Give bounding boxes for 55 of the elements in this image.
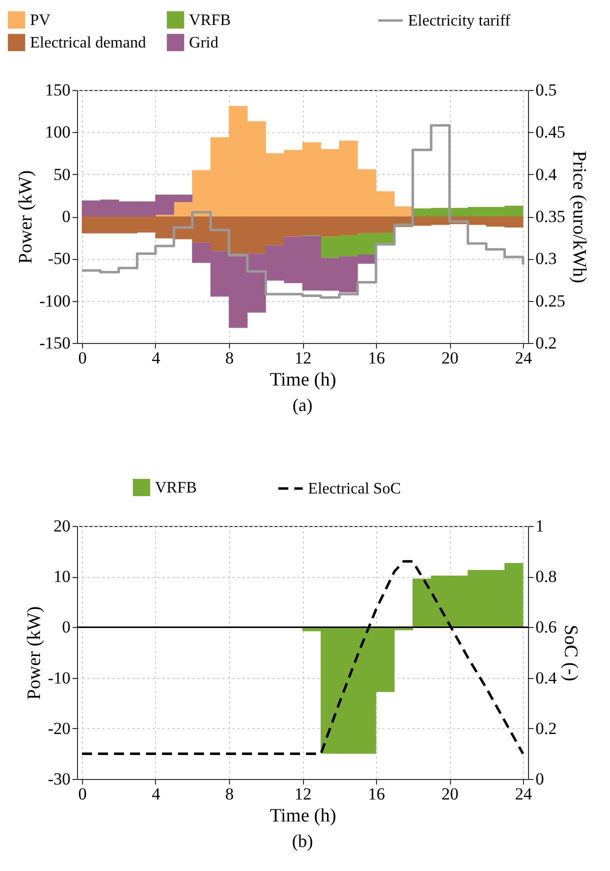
x-tick-label: 24 — [515, 348, 532, 368]
legend-label: VRFB — [155, 480, 197, 496]
y-axis-title: Power (kW) — [15, 170, 36, 264]
y-tick-label: -150 — [39, 334, 70, 352]
y-tick-label: -20 — [48, 718, 70, 738]
legend-label: PV — [30, 12, 51, 29]
y-tick-label: 0 — [62, 207, 70, 226]
legend-label: Electricity tariff — [408, 12, 511, 30]
y2-tick-label: 0.45 — [536, 122, 566, 142]
y-tick-label: -50 — [48, 249, 70, 268]
y-tick-label: 20 — [54, 516, 70, 536]
x-tick-label: 4 — [152, 784, 161, 804]
x-tick-label: 0 — [78, 784, 87, 804]
y-tick-label: 100 — [45, 122, 70, 142]
text: (a) — [292, 395, 312, 415]
x-axis-title: Time (h) — [270, 370, 336, 390]
y-axis-title: Power (kW) — [24, 606, 45, 700]
y-tick-label: 150 — [45, 80, 70, 100]
y-tick-label: 50 — [54, 164, 70, 184]
x-tick-label: 4 — [152, 348, 161, 368]
y2-tick-label: 0.6 — [536, 618, 557, 637]
x-tick-label: 20 — [442, 348, 458, 368]
y2-tick-label: 0.2 — [536, 718, 557, 738]
y-tick-label: -10 — [48, 668, 70, 688]
y2-axis-title: SoC (-) — [560, 624, 581, 682]
x-tick-label: 16 — [368, 784, 385, 804]
x-tick-label: 16 — [368, 348, 385, 368]
x-tick-label: 0 — [78, 348, 87, 368]
y2-tick-label: 0.5 — [536, 80, 557, 100]
x-axis-title: Time (h) — [270, 806, 336, 826]
legend-label: Electrical demand — [30, 34, 146, 52]
y2-tick-label: 0.25 — [536, 291, 566, 310]
legend-label: Grid — [189, 34, 218, 52]
x-tick-label: 24 — [515, 784, 532, 804]
y-tick-label: 0 — [62, 618, 70, 637]
x-tick-label: 8 — [225, 784, 234, 804]
y2-axis-title: Price (euro/kWh) — [568, 150, 590, 284]
y2-tick-label: 0.8 — [536, 567, 557, 586]
y-tick-label: -100 — [39, 291, 70, 310]
legend-label: VRFB — [189, 12, 231, 29]
x-tick-label: 20 — [442, 784, 458, 804]
y2-tick-label: 0.2 — [536, 334, 557, 352]
y2-tick-label: 0.4 — [536, 668, 558, 688]
x-tick-label: 12 — [294, 784, 312, 804]
x-tick-label: 12 — [294, 348, 312, 368]
x-tick-label: 8 — [225, 348, 234, 368]
y2-tick-label: 0 — [536, 770, 544, 788]
y2-tick-label: 0.4 — [536, 164, 558, 184]
y2-tick-label: 0.3 — [536, 249, 557, 268]
text: (b) — [292, 831, 313, 851]
y2-tick-label: 0.35 — [536, 207, 566, 226]
y2-tick-label: 1 — [536, 516, 544, 536]
y-tick-label: -30 — [48, 770, 70, 788]
y-tick-label: 10 — [54, 567, 70, 586]
legend-label: Electrical SoC — [308, 480, 401, 498]
